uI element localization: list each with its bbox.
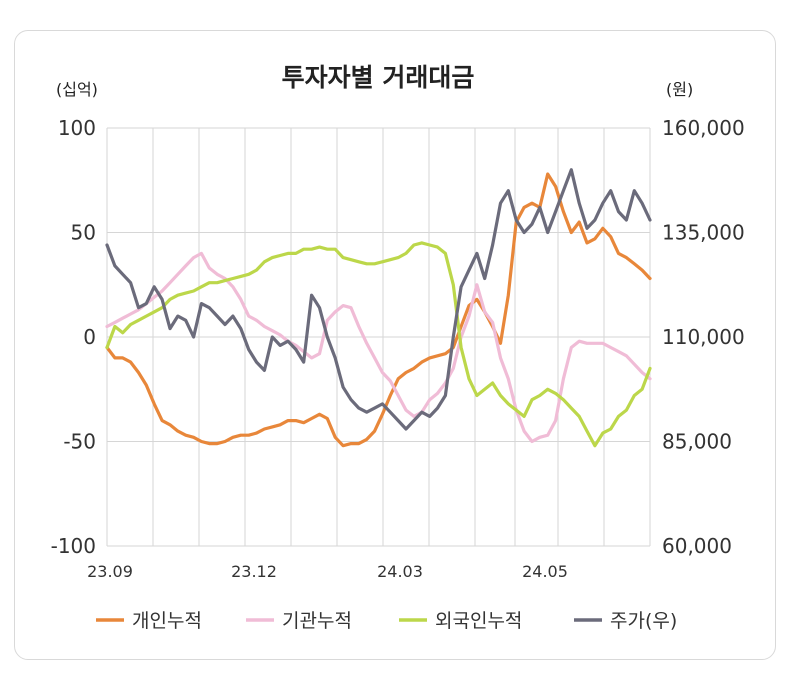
y-left-tick-label: 100: [58, 116, 96, 140]
y-right-unit: (원): [666, 80, 693, 99]
y-left-tick-label: 50: [71, 221, 96, 245]
x-tick-label: 24.05: [522, 562, 568, 581]
legend-foreign-label: 외국인누적: [435, 610, 522, 632]
chart-title: 투자자별 거래대금: [282, 63, 475, 92]
y-right-tick-label: 110,000: [662, 325, 745, 349]
y-left-tick-label: -50: [63, 430, 96, 454]
y-left-tick-label: 0: [83, 325, 96, 349]
x-tick-label: 24.03: [377, 562, 423, 581]
x-tick-label: 23.12: [231, 562, 277, 581]
y-left-unit: (십억): [56, 80, 98, 99]
series-line-institution: [105, 251, 652, 444]
series-line-price: [105, 168, 652, 431]
y-right-tick-label: 135,000: [662, 221, 745, 245]
x-ticks: 23.09 23.12 24.03 24.05: [87, 562, 568, 581]
y-right-tick-label: 160,000: [662, 116, 745, 140]
chart-card: [14, 30, 776, 660]
legend: 개인누적 기관누적 외국인누적 주가(우): [96, 610, 677, 632]
series-line-foreign: [105, 241, 652, 448]
y-left-ticks: 100 50 0 -50 -100: [51, 116, 96, 558]
series-lines: [105, 168, 652, 448]
legend-institution-label: 기관누적: [282, 610, 352, 632]
legend-price-label: 주가(우): [610, 610, 677, 632]
y-right-ticks: 160,000 135,000 110,000 85,000 60,000: [662, 116, 745, 558]
grid: [106, 127, 651, 547]
y-right-tick-label: 60,000: [662, 534, 732, 558]
legend-individual-label: 개인누적: [132, 610, 202, 632]
y-left-tick-label: -100: [51, 534, 96, 558]
y-right-tick-label: 85,000: [662, 430, 732, 454]
x-tick-label: 23.09: [87, 562, 133, 581]
